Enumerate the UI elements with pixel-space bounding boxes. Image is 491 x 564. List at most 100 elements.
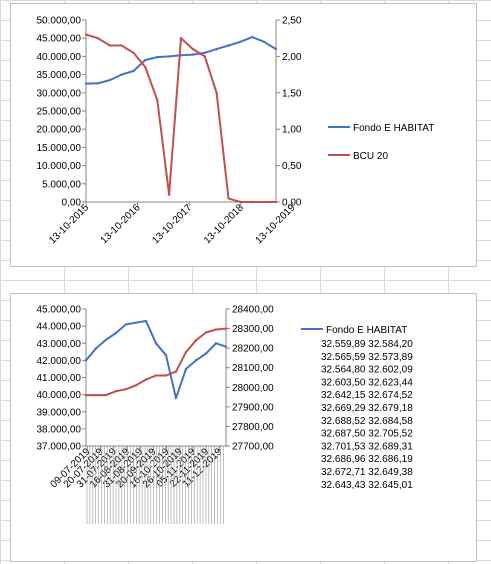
chart-fondo-2019[interactable]: 45.000,00 44.000,00 43.000,00 42.000,00 41.0… — [10, 293, 477, 562]
x-tick-label: 13-10-2015 — [47, 202, 91, 246]
series-point — [262, 40, 266, 44]
series-point — [120, 44, 123, 47]
series-point — [96, 82, 100, 85]
primary-tick-label: 5.000,00 — [42, 179, 81, 190]
primary-tick-label: 44.000,00 — [37, 322, 82, 333]
series-point — [204, 352, 208, 355]
legend-value-row: 32.672,71 32.649,38 — [321, 467, 413, 478]
series-point — [84, 359, 88, 362]
series-point — [214, 342, 218, 345]
primary-tick-label: 30.000,00 — [37, 88, 82, 99]
series-point — [214, 328, 218, 331]
legend-value-row: 32.688,52 32.684,58 — [321, 416, 413, 427]
secondary-tick-label: 27800,00 — [232, 422, 274, 433]
secondary-tick-label: 0,50 — [282, 161, 302, 172]
primary-tick-label: 20.000,00 — [37, 125, 82, 136]
legend-value-row: 32.564,80 32.602,09 — [321, 365, 413, 376]
secondary-tick-label: 28300,00 — [232, 324, 274, 335]
legend-value-row: 32.686,96 32.686,19 — [321, 454, 413, 465]
series-point — [94, 393, 98, 397]
series-point — [215, 47, 218, 51]
legend-value-row: 32.565,59 32.573,89 — [321, 352, 413, 363]
primary-tick-label: 37.000,00 — [37, 442, 82, 453]
primary-tick-label: 41.000,00 — [37, 373, 82, 384]
series-point — [179, 37, 183, 40]
series-point — [156, 55, 159, 59]
series-point — [124, 388, 128, 391]
series-point — [167, 55, 171, 58]
legend-value-row: 32.701,53 32.689,31 — [321, 441, 413, 452]
secondary-tick-label: 2,00 — [282, 52, 302, 63]
chart-fondo-vs-bcu[interactable]: 50.000,00 45.000,00 40.000,00 35.000,00 30.0… — [10, 3, 477, 267]
series-point — [164, 354, 168, 357]
x-tick-label: 13-10-2019 — [254, 202, 298, 246]
secondary-tick-label: 1,50 — [282, 88, 302, 99]
legend-value-row: 32.687,50 32.705,52 — [321, 429, 413, 440]
primary-tick-label: 42.000,00 — [37, 356, 82, 367]
secondary-tick-label: 28100,00 — [232, 363, 274, 374]
primary-tick-label: 45.000,00 — [37, 305, 82, 316]
series-point — [224, 345, 228, 348]
series-point — [134, 321, 138, 324]
series-point — [144, 378, 148, 381]
legend-value-row: 32.559,89 32.584,20 — [321, 339, 413, 350]
series-point — [174, 370, 178, 373]
series-point — [191, 47, 195, 51]
series-point — [227, 197, 230, 200]
series-line-secondary — [85, 33, 276, 203]
secondary-tick-label: 1,00 — [282, 125, 302, 136]
primary-tick-label: 40.000,00 — [37, 52, 82, 63]
series-point — [239, 200, 242, 204]
series-point — [251, 35, 254, 39]
x-tick-label: 13-10-2017 — [150, 202, 194, 246]
legend-value-row: 32.603,50 32.623,44 — [321, 377, 413, 388]
primary-tick-label: 43.000,00 — [37, 339, 82, 350]
x-tick-label: 13-10-2018 — [202, 202, 246, 246]
series-point — [104, 393, 108, 397]
series-point — [174, 396, 178, 400]
primary-tick-label: 10.000,00 — [37, 161, 82, 172]
primary-tick-label: 25.000,00 — [37, 107, 82, 118]
primary-tick-label: 35.000,00 — [37, 70, 82, 81]
series-point — [114, 331, 118, 335]
series-point — [274, 47, 278, 51]
series-point — [184, 367, 188, 371]
series-point — [215, 91, 218, 95]
series-point — [94, 347, 98, 350]
secondary-tick-label: 28000,00 — [232, 383, 274, 394]
series-point — [194, 359, 198, 362]
series-point — [164, 374, 168, 377]
series-point — [114, 390, 118, 393]
primary-tick-label: 15.000,00 — [37, 143, 82, 154]
series-point — [120, 73, 123, 76]
legend-value-row: 32.669,29 32.679,18 — [321, 403, 413, 414]
secondary-tick-label: 28400,00 — [232, 305, 274, 316]
secondary-tick-label: 27900,00 — [232, 402, 274, 413]
primary-tick-label: 0,00 — [62, 198, 82, 209]
series-point — [104, 338, 108, 342]
series-point — [84, 33, 88, 36]
series-point — [132, 69, 135, 73]
series-point — [154, 342, 158, 345]
chart-fondo-2019-plot: 45.000,00 44.000,00 43.000,00 42.000,00 41.0… — [37, 305, 413, 524]
primary-tick-label: 40.000,00 — [37, 390, 82, 401]
series-point — [194, 339, 198, 342]
series-point — [144, 319, 148, 323]
legend-label-fondo-e-habitat: Fondo E HABITAT — [353, 123, 434, 134]
series-point — [262, 200, 266, 204]
series-point — [84, 393, 88, 397]
series-point — [124, 323, 128, 326]
secondary-tick-label: 27700,00 — [232, 442, 274, 453]
series-point — [84, 82, 88, 85]
x-tick-label: 13-10-2016 — [99, 202, 143, 246]
series-point — [96, 37, 100, 40]
series-point — [224, 327, 228, 330]
secondary-tick-label: 28200,00 — [232, 344, 274, 355]
series-point — [251, 200, 254, 204]
series-point — [203, 51, 206, 54]
series-point — [184, 350, 188, 354]
series-point — [239, 40, 242, 44]
legend-value-row: 32.643,43 32.645,01 — [321, 480, 413, 491]
primary-tick-label: 39.000,00 — [37, 407, 82, 418]
series-point — [191, 53, 195, 56]
